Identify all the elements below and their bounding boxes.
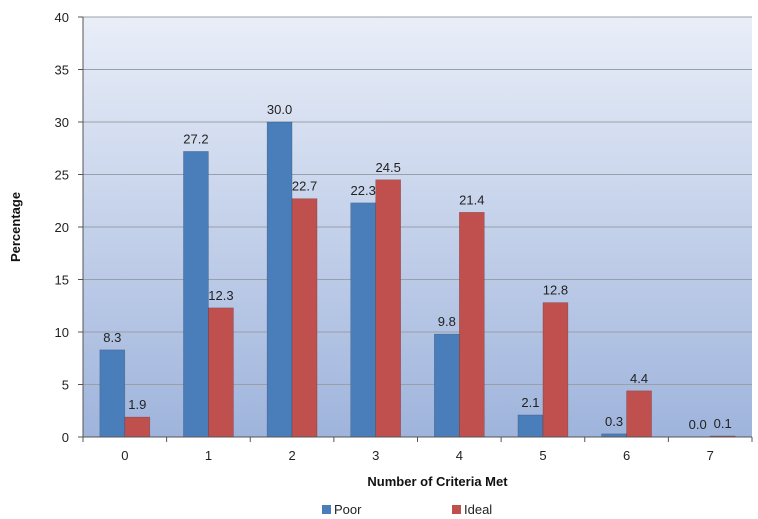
x-tick-label: 2 [288,448,295,463]
legend-label-ideal: Ideal [464,502,492,517]
data-label: 30.0 [267,102,292,117]
x-tick-label: 0 [121,448,128,463]
bar-ideal [124,416,151,438]
data-label: 8.3 [103,330,121,345]
y-tick-label: 30 [55,115,69,130]
legend: Poor Ideal [322,502,492,517]
data-labels: 8.3 27.2 30.0 22.3 9.8 2.1 0.3 0.0 1.9 12.3 22.7 24… [103,102,731,432]
x-tick-label: 4 [456,448,463,463]
x-tick-label: 6 [623,448,630,463]
data-label: 22.3 [351,183,376,198]
y-tick-label: 0 [62,430,69,445]
bar-ideal [459,212,485,438]
bar-poor [350,202,376,438]
data-label: 9.8 [438,314,456,329]
bar-poor [183,151,209,438]
legend-swatch-ideal [452,505,461,514]
data-label: 0.0 [689,417,707,432]
x-tick-label: 3 [372,448,379,463]
data-label: 22.7 [292,179,317,194]
legend-label-poor: Poor [334,502,362,517]
legend-swatch-poor [322,505,331,514]
x-tick-label: 1 [205,448,212,463]
y-tick-label: 5 [62,378,69,393]
data-label: 27.2 [183,131,208,146]
data-label: 24.5 [376,160,401,175]
y-axis-ticks: 0 5 10 15 20 25 30 35 40 [55,10,83,445]
bar-ideal [542,302,569,438]
y-tick-label: 40 [55,10,69,25]
bar-poor [434,333,460,438]
data-label: 12.8 [543,283,568,298]
data-label: 21.4 [459,192,484,207]
data-label: 0.1 [714,416,732,431]
x-axis-ticks: 0 1 2 3 4 5 6 7 [82,437,753,463]
bar-poor [266,121,293,438]
data-label: 12.3 [208,288,233,303]
data-label: 2.1 [521,395,539,410]
bar-poor [99,349,126,438]
data-label: 1.9 [128,397,146,412]
data-label: 4.4 [630,371,648,386]
bar-ideal [626,390,652,438]
bars [99,121,736,438]
x-tick-label: 5 [539,448,546,463]
x-tick-label: 7 [707,448,714,463]
y-tick-label: 35 [55,63,69,78]
bar-poor [517,414,544,438]
y-tick-label: 20 [55,220,69,235]
x-axis-title: Number of Criteria Met [367,474,508,489]
y-axis-title: Percentage [8,192,23,262]
bar-ideal [375,179,401,438]
y-tick-label: 10 [55,325,69,340]
data-label: 0.3 [605,414,623,429]
y-tick-label: 15 [55,273,69,288]
bar-ideal [208,307,234,438]
bar-ideal [291,198,318,438]
y-tick-label: 25 [55,168,69,183]
